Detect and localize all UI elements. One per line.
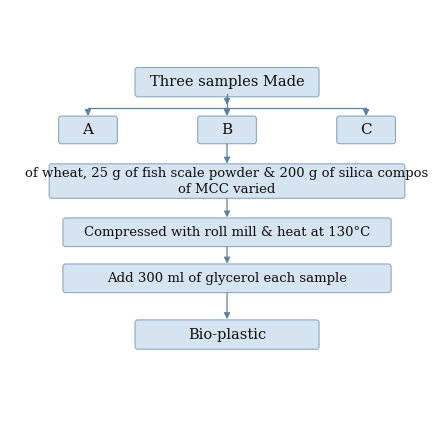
FancyBboxPatch shape xyxy=(135,67,319,97)
Text: of wheat, 25 g of fish scale powder & 200 g of silica compos
of MCC varied: of wheat, 25 g of fish scale powder & 20… xyxy=(25,167,429,195)
FancyBboxPatch shape xyxy=(198,116,256,144)
Text: Compressed with roll mill & heat at 130°C: Compressed with roll mill & heat at 130°… xyxy=(84,226,370,239)
FancyBboxPatch shape xyxy=(63,264,391,293)
FancyBboxPatch shape xyxy=(135,320,319,349)
FancyBboxPatch shape xyxy=(63,218,391,247)
Text: A: A xyxy=(82,123,93,137)
Text: B: B xyxy=(222,123,233,137)
Text: C: C xyxy=(360,123,372,137)
Text: Bio-plastic: Bio-plastic xyxy=(188,327,266,342)
FancyBboxPatch shape xyxy=(337,116,396,144)
Text: Add 300 ml of glycerol each sample: Add 300 ml of glycerol each sample xyxy=(107,272,347,285)
FancyBboxPatch shape xyxy=(49,164,405,198)
Text: Three samples Made: Three samples Made xyxy=(150,75,304,89)
FancyBboxPatch shape xyxy=(58,116,117,144)
